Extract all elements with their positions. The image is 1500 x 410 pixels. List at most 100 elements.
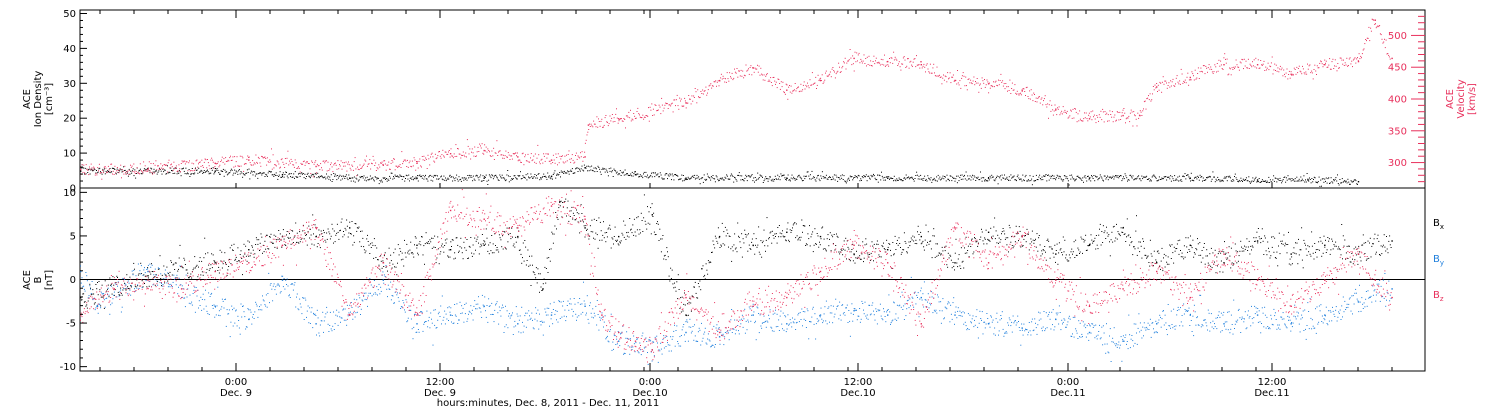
data-dot [602,167,604,169]
data-dot [569,170,571,172]
data-dot [127,170,129,172]
data-dot [952,177,954,179]
data-dot [523,164,525,166]
data-dot [574,161,576,163]
data-dot [223,158,225,160]
data-dot [1307,68,1309,70]
data-dot [1017,232,1019,234]
data-dot [155,160,157,162]
data-dot [964,247,965,249]
data-dot [1242,178,1244,180]
data-dot [206,268,208,270]
data-dot [984,237,986,239]
data-dot [1199,242,1201,244]
data-dot [877,62,879,64]
data-dot [181,168,183,170]
data-dot [1229,68,1231,70]
data-dot [770,176,771,178]
data-dot [213,173,215,175]
data-dot [286,231,288,232]
data-dot [895,249,897,250]
data-dot [372,177,374,179]
data-dot [1122,178,1124,180]
data-dot [379,268,381,270]
data-dot [864,244,866,246]
data-dot [556,157,558,158]
data-dot [561,172,563,173]
data-dot [1172,78,1174,80]
data-dot [1246,180,1248,182]
data-dot [999,177,1001,179]
data-dot [1197,67,1199,69]
data-dot [228,266,230,267]
data-dot [715,175,717,177]
data-dot [910,237,912,239]
data-dot [860,178,862,180]
data-dot [143,274,145,276]
data-dot [1097,116,1099,118]
data-dot [748,73,750,75]
data-dot [947,72,949,74]
data-dot [608,123,610,125]
data-dot [244,253,246,255]
data-dot [1278,71,1280,73]
data-dot [1290,180,1292,182]
data-dot [857,174,859,176]
data-dot [489,242,491,244]
data-dot [914,58,916,60]
data-dot [787,98,789,100]
data-dot [1114,176,1116,178]
data-dot [566,207,568,209]
data-dot [487,184,489,185]
data-dot [1047,103,1049,105]
data-dot [514,153,516,154]
data-dot [1089,177,1091,179]
data-dot [1075,239,1077,241]
data-dot [513,153,515,155]
data-dot [1192,179,1194,181]
data-dot [795,223,797,225]
data-dot [325,160,327,162]
data-dot [180,163,182,164]
data-dot [454,252,456,254]
data-dot [705,263,707,265]
data-dot [1206,177,1208,179]
data-dot [350,233,352,235]
data-dot [853,177,854,179]
data-dot [268,162,270,163]
data-dot [685,107,687,109]
data-dot [355,177,357,179]
data-dot [437,178,439,180]
data-point [517,235,519,238]
data-dot [614,226,616,228]
data-dot [129,173,131,175]
data-dot [164,164,166,165]
data-dot [171,261,172,263]
data-dot [339,230,341,232]
data-dot [863,54,865,56]
data-dot [1174,175,1176,177]
data-dot [738,172,740,174]
data-dot [671,173,673,175]
data-dot [1275,257,1277,259]
data-dot [289,162,291,164]
data-dot [1328,177,1330,179]
data-dot [454,257,456,259]
data-dot [801,219,803,221]
data-dot [747,69,749,71]
data-dot [457,180,459,182]
data-dot [1002,228,1004,229]
data-dot [1177,81,1179,83]
data-dot [1212,72,1214,74]
data-dot [109,168,111,169]
data-dot [487,148,489,150]
data-dot [560,200,562,202]
data-dot [624,169,626,171]
data-dot [802,89,804,91]
data-dot [184,160,186,162]
data-dot [554,162,556,164]
data-dot [200,165,202,167]
data-dot [404,159,406,161]
data-dot [899,178,901,180]
